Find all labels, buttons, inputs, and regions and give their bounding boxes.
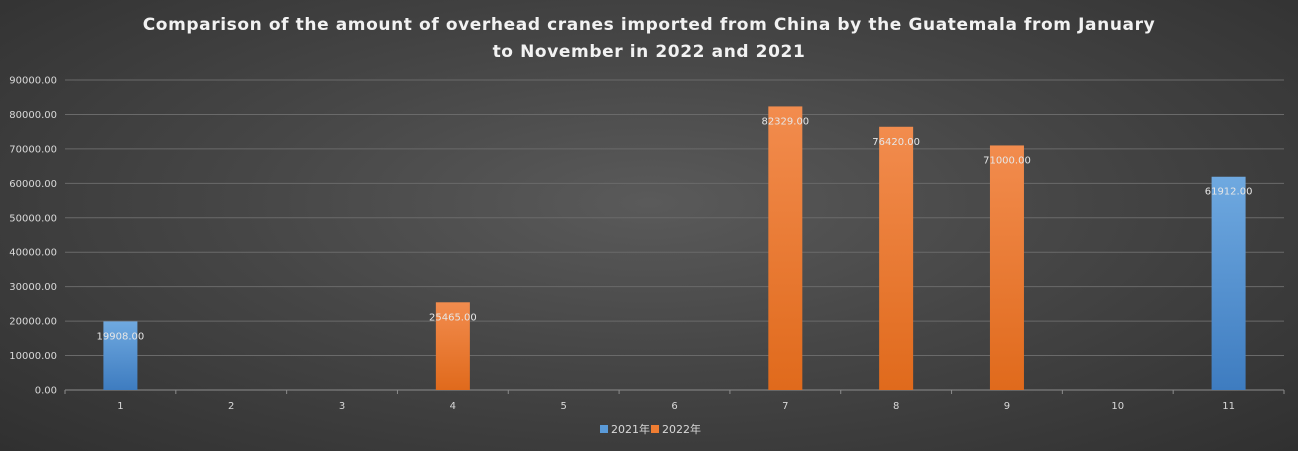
data-label: 61912.00 xyxy=(1205,187,1253,198)
bar-2022-cat-8 xyxy=(879,126,914,390)
chart-title-line-1: Comparison of the amount of overhead cra… xyxy=(142,15,1156,35)
x-tick-label: 8 xyxy=(893,401,899,412)
bar-2022-cat-7 xyxy=(768,106,803,390)
x-tick-label: 2 xyxy=(228,401,234,412)
legend-swatch-2022 xyxy=(651,425,659,433)
x-tick-label: 10 xyxy=(1111,401,1124,412)
chart-title: Comparison of the amount of overhead cra… xyxy=(0,12,1298,66)
y-tick-label: 30000.00 xyxy=(9,282,57,293)
legend-label-2022: 2022年 xyxy=(662,422,701,436)
x-tick-label: 5 xyxy=(560,401,566,412)
y-tick-label: 90000.00 xyxy=(9,76,57,87)
y-tick-label: 10000.00 xyxy=(9,351,57,362)
y-tick-label: 80000.00 xyxy=(9,110,57,121)
x-tick-label: 9 xyxy=(1004,401,1010,412)
x-tick-label: 4 xyxy=(450,401,456,412)
x-tick-label: 7 xyxy=(782,401,788,412)
x-tick-label: 1 xyxy=(117,401,123,412)
bar-2021-cat-11 xyxy=(1211,176,1246,390)
y-tick-label: 0.00 xyxy=(35,386,57,397)
y-tick-label: 20000.00 xyxy=(9,317,57,328)
y-tick-label: 40000.00 xyxy=(9,248,57,259)
x-tick-label: 11 xyxy=(1222,401,1235,412)
chart-title-line-2: to November in 2022 and 2021 xyxy=(492,42,806,62)
y-tick-label: 70000.00 xyxy=(9,144,57,155)
y-tick-label: 60000.00 xyxy=(9,179,57,190)
x-tick-label: 3 xyxy=(339,401,345,412)
data-label: 82329.00 xyxy=(761,116,809,127)
x-tick-label: 6 xyxy=(671,401,677,412)
bar-2022-cat-9 xyxy=(989,145,1024,390)
data-label: 25465.00 xyxy=(429,312,477,323)
y-tick-label: 50000.00 xyxy=(9,213,57,224)
data-label: 71000.00 xyxy=(983,155,1031,166)
legend-label-2021: 2021年 xyxy=(611,422,650,436)
bar-2022-cat-4 xyxy=(435,302,470,390)
legend-swatch-2021 xyxy=(600,425,608,433)
data-label: 19908.00 xyxy=(97,331,145,342)
bar-2021-cat-1 xyxy=(103,321,138,390)
data-label: 76420.00 xyxy=(872,137,920,148)
